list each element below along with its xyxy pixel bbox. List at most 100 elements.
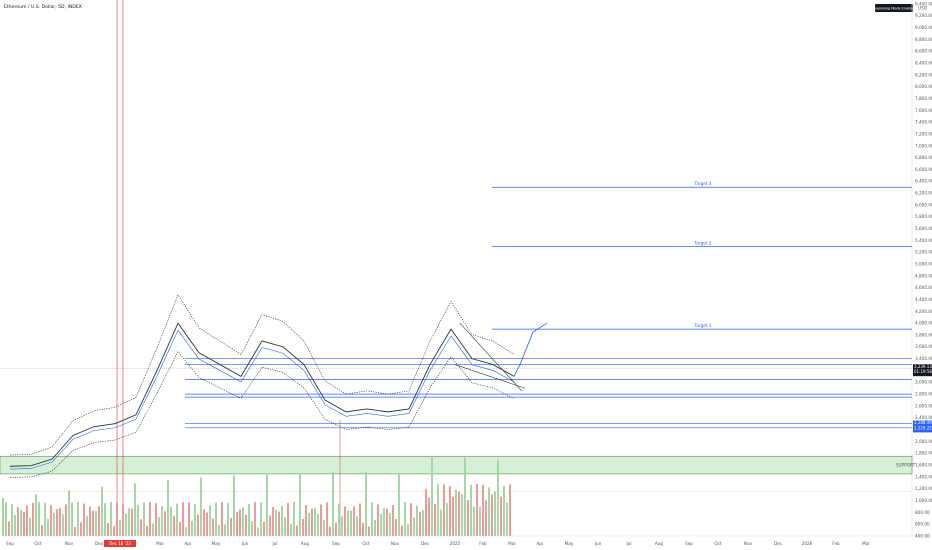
volume-bar <box>341 516 343 536</box>
volume-bar <box>449 486 451 536</box>
volume-bar <box>479 506 481 536</box>
volume-bar <box>350 510 352 536</box>
volume-bar <box>155 503 157 536</box>
volume-bar <box>338 503 340 536</box>
y-tick-label: 2,800.00 <box>915 392 932 397</box>
volume-bar <box>461 494 463 536</box>
y-tick-label: 1,400.00 <box>915 474 932 479</box>
volume-bar <box>398 472 400 536</box>
volume-bar <box>158 517 160 536</box>
volume-bar <box>41 525 43 536</box>
volume-bar <box>65 504 67 536</box>
volume-bar <box>500 496 502 536</box>
y-tick-label: 2,000.00 <box>915 439 932 444</box>
volume-bar <box>74 526 76 536</box>
volume-bar <box>95 511 97 536</box>
volume-bar <box>134 483 136 536</box>
support-rect <box>0 455 913 475</box>
x-tick-label: Feb <box>479 541 487 546</box>
x-tick-label: Aug <box>301 541 310 546</box>
volume-bar <box>278 511 280 536</box>
volume-bar <box>176 503 178 536</box>
volume-bar <box>323 520 325 536</box>
y-tick-label: 800.00 <box>915 510 930 515</box>
price-series <box>9 294 548 478</box>
volume-bar <box>119 519 121 536</box>
reasoning-mode-button[interactable]: Reasoning Mode Enabled <box>873 4 916 12</box>
volume-bar <box>305 504 307 536</box>
y-tick-label: 5,400.00 <box>915 238 932 243</box>
x-tick-label: Apr <box>536 541 544 546</box>
volume-bar <box>107 523 109 536</box>
support-price-badge <box>913 420 932 433</box>
volume-bar <box>221 502 223 536</box>
volume-bar <box>407 523 409 536</box>
y-tick-label: 9,400.00 <box>915 1 932 6</box>
x-tick-label: Nov <box>65 541 74 546</box>
volume-bar <box>365 472 367 536</box>
x-tick-label: Oct <box>714 541 722 546</box>
x-tick-label: Mar <box>156 541 164 546</box>
volume-bar <box>98 506 100 536</box>
volume-bar <box>212 518 214 536</box>
y-tick-label: 4,400.00 <box>915 297 932 302</box>
price-axis[interactable]: 9,400.00 9,200.00 9,000.00 8,800.00 8,600.00… <box>915 1 932 538</box>
volume-bar <box>53 512 55 536</box>
volume-bar <box>389 513 391 536</box>
volume-bar <box>23 511 25 536</box>
volume-bar <box>113 526 115 536</box>
volume-bar <box>194 504 196 536</box>
x-tick-label: Nov <box>744 541 753 546</box>
volume-bar <box>275 510 277 536</box>
volume-bar <box>32 503 34 536</box>
volume-bar <box>56 509 58 536</box>
x-tick-label: Apr <box>184 541 192 546</box>
volume-bar <box>203 509 205 536</box>
target-lines[interactable]: Target 1 Target 2 Target 3 <box>492 181 912 330</box>
target-label: Target 3 <box>694 181 712 186</box>
volume-bar <box>188 502 190 536</box>
volume-bar <box>359 503 361 536</box>
volume-bar <box>245 514 247 536</box>
volume-bar <box>290 523 292 536</box>
volume-bar <box>494 491 496 536</box>
volume-bar <box>374 519 376 536</box>
volume-bar <box>263 521 265 536</box>
y-tick-label: 5,800.00 <box>915 214 932 219</box>
volume-bar <box>233 475 235 536</box>
y-tick-label: 6,000.00 <box>915 202 932 207</box>
volume-bar <box>170 506 172 536</box>
y-tick-label: 8,800.00 <box>915 37 932 42</box>
x-tick-label: Oct <box>362 541 370 546</box>
volume-bar <box>503 486 505 536</box>
support-zone: SUPPORT <box>0 455 916 475</box>
volume-bar <box>458 491 460 536</box>
x-tick-label: Mar <box>862 541 870 546</box>
wedge-lower <box>454 364 526 389</box>
projection-arrow <box>513 322 548 377</box>
volume-bar <box>416 505 418 536</box>
symbol-title: Ethereum / U.S. Dollar, 5D, INDEX <box>4 4 82 10</box>
volume-bar <box>356 516 358 536</box>
volume-bar <box>236 512 238 536</box>
support-price-label: 2,288.49 <box>914 420 932 425</box>
volume-bar <box>128 508 130 536</box>
volume-bar <box>281 505 283 536</box>
volume-bar <box>230 518 232 536</box>
x-tick-label: Sep <box>685 541 693 546</box>
y-tick-label: 3,000.00 <box>915 380 932 385</box>
volume-bar <box>434 503 436 536</box>
volume-bar <box>104 503 106 536</box>
volume-bar <box>386 508 388 536</box>
time-axis[interactable]: Sep Oct Nov Dec Feb Mar Apr May Jun Jul Aug Sep Oct N… <box>6 540 870 547</box>
volume-bar <box>11 503 13 536</box>
horizontal-levels <box>0 0 912 536</box>
currency-label: USD <box>918 6 927 11</box>
volume-bar <box>20 509 22 536</box>
y-tick-label: 7,400.00 <box>915 120 932 125</box>
volume-bar <box>443 484 445 536</box>
volume-bar <box>122 504 124 536</box>
